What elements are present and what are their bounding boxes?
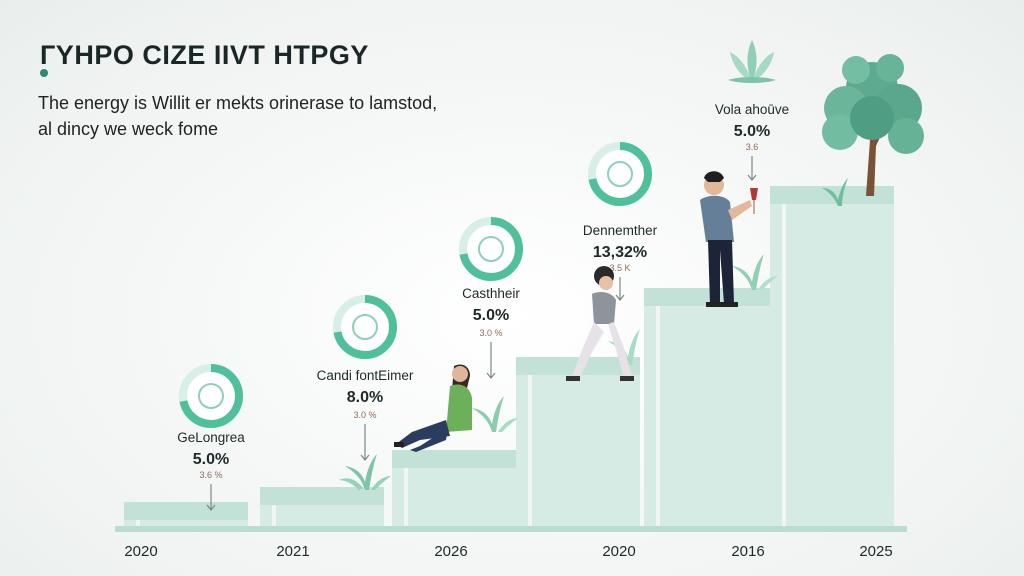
tree-icon bbox=[822, 54, 924, 196]
arrow-head bbox=[486, 372, 496, 379]
page-title: ГYНPO CIZE IIVT HTPGY bbox=[40, 40, 369, 70]
person-icon bbox=[566, 266, 634, 381]
page-subtitle: The energy is Willit er mekts orinerase … bbox=[38, 90, 437, 142]
x-tick-label: 2016 bbox=[731, 543, 764, 560]
chart-baseline bbox=[115, 526, 907, 532]
step-highlight bbox=[272, 505, 276, 526]
annotation-value: 13,32% bbox=[593, 244, 647, 261]
annotation-value: 5.0% bbox=[734, 123, 770, 140]
annotation-subvalue: 3.6 % bbox=[199, 470, 222, 480]
x-tick-label: 2021 bbox=[276, 543, 309, 560]
annotation-value: 5.0% bbox=[473, 307, 509, 324]
plant-icon bbox=[339, 454, 391, 490]
step-highlight bbox=[782, 204, 786, 526]
annotation-value: 5.0% bbox=[193, 451, 229, 468]
step-highlight bbox=[528, 375, 532, 526]
arrow-head bbox=[206, 504, 216, 511]
x-tick-label: 2025 bbox=[859, 543, 892, 560]
annotation-label: Candi fontEimer bbox=[317, 368, 414, 383]
plant-icon bbox=[608, 329, 640, 365]
hand-ring-icon bbox=[333, 295, 397, 359]
ring-inner-glyph bbox=[478, 236, 504, 262]
arrow-head bbox=[615, 294, 625, 301]
step-highlight bbox=[404, 468, 408, 526]
arrow-head bbox=[360, 454, 370, 461]
x-tick-label: 2020 bbox=[602, 543, 635, 560]
person-icon bbox=[700, 171, 758, 307]
gauge-ring-icon bbox=[179, 364, 243, 428]
plant-icon bbox=[472, 396, 518, 432]
step-top-edge bbox=[260, 487, 384, 505]
annotation-subvalue: 3.0 % bbox=[479, 328, 502, 338]
device-ring-icon bbox=[588, 142, 652, 206]
person-icon bbox=[394, 364, 472, 452]
ring-inner-glyph bbox=[607, 161, 633, 187]
annotation-label: Vola ahoūve bbox=[715, 102, 789, 117]
staircase-step bbox=[516, 357, 640, 526]
plant-icon bbox=[822, 178, 848, 206]
subtitle-line-1: The energy is Willit er mekts orinerase … bbox=[38, 93, 438, 113]
annotation-subvalue: 3.5 K bbox=[609, 263, 630, 273]
x-tick-label: 2020 bbox=[124, 543, 157, 560]
step-top-edge bbox=[644, 288, 770, 306]
annotation-subvalue: 3.6 bbox=[746, 142, 759, 152]
step-highlight bbox=[136, 520, 140, 526]
plant-icon bbox=[732, 254, 778, 290]
title-accent-dot bbox=[40, 69, 48, 77]
step-highlight bbox=[656, 306, 660, 526]
ring-inner-glyph bbox=[352, 314, 378, 340]
staircase-step bbox=[770, 186, 894, 526]
lotus-icon bbox=[728, 40, 776, 83]
step-top-edge bbox=[392, 450, 516, 468]
annotation-label: Dennemther bbox=[583, 223, 658, 238]
step-top-edge bbox=[124, 502, 248, 520]
swirl-ring-icon bbox=[459, 217, 523, 281]
arrow-head bbox=[747, 174, 757, 181]
annotation-value: 8.0% bbox=[347, 389, 383, 406]
subtitle-line-2: al dincy we weck fome bbox=[38, 119, 219, 139]
x-tick-label: 2026 bbox=[434, 543, 467, 560]
annotation-subvalue: 3.0 % bbox=[353, 410, 376, 420]
annotation-label: GeLongrea bbox=[177, 430, 245, 445]
ring-inner-glyph bbox=[198, 383, 224, 409]
annotation-label: Casthheir bbox=[462, 286, 520, 301]
staircase-step bbox=[644, 288, 770, 526]
